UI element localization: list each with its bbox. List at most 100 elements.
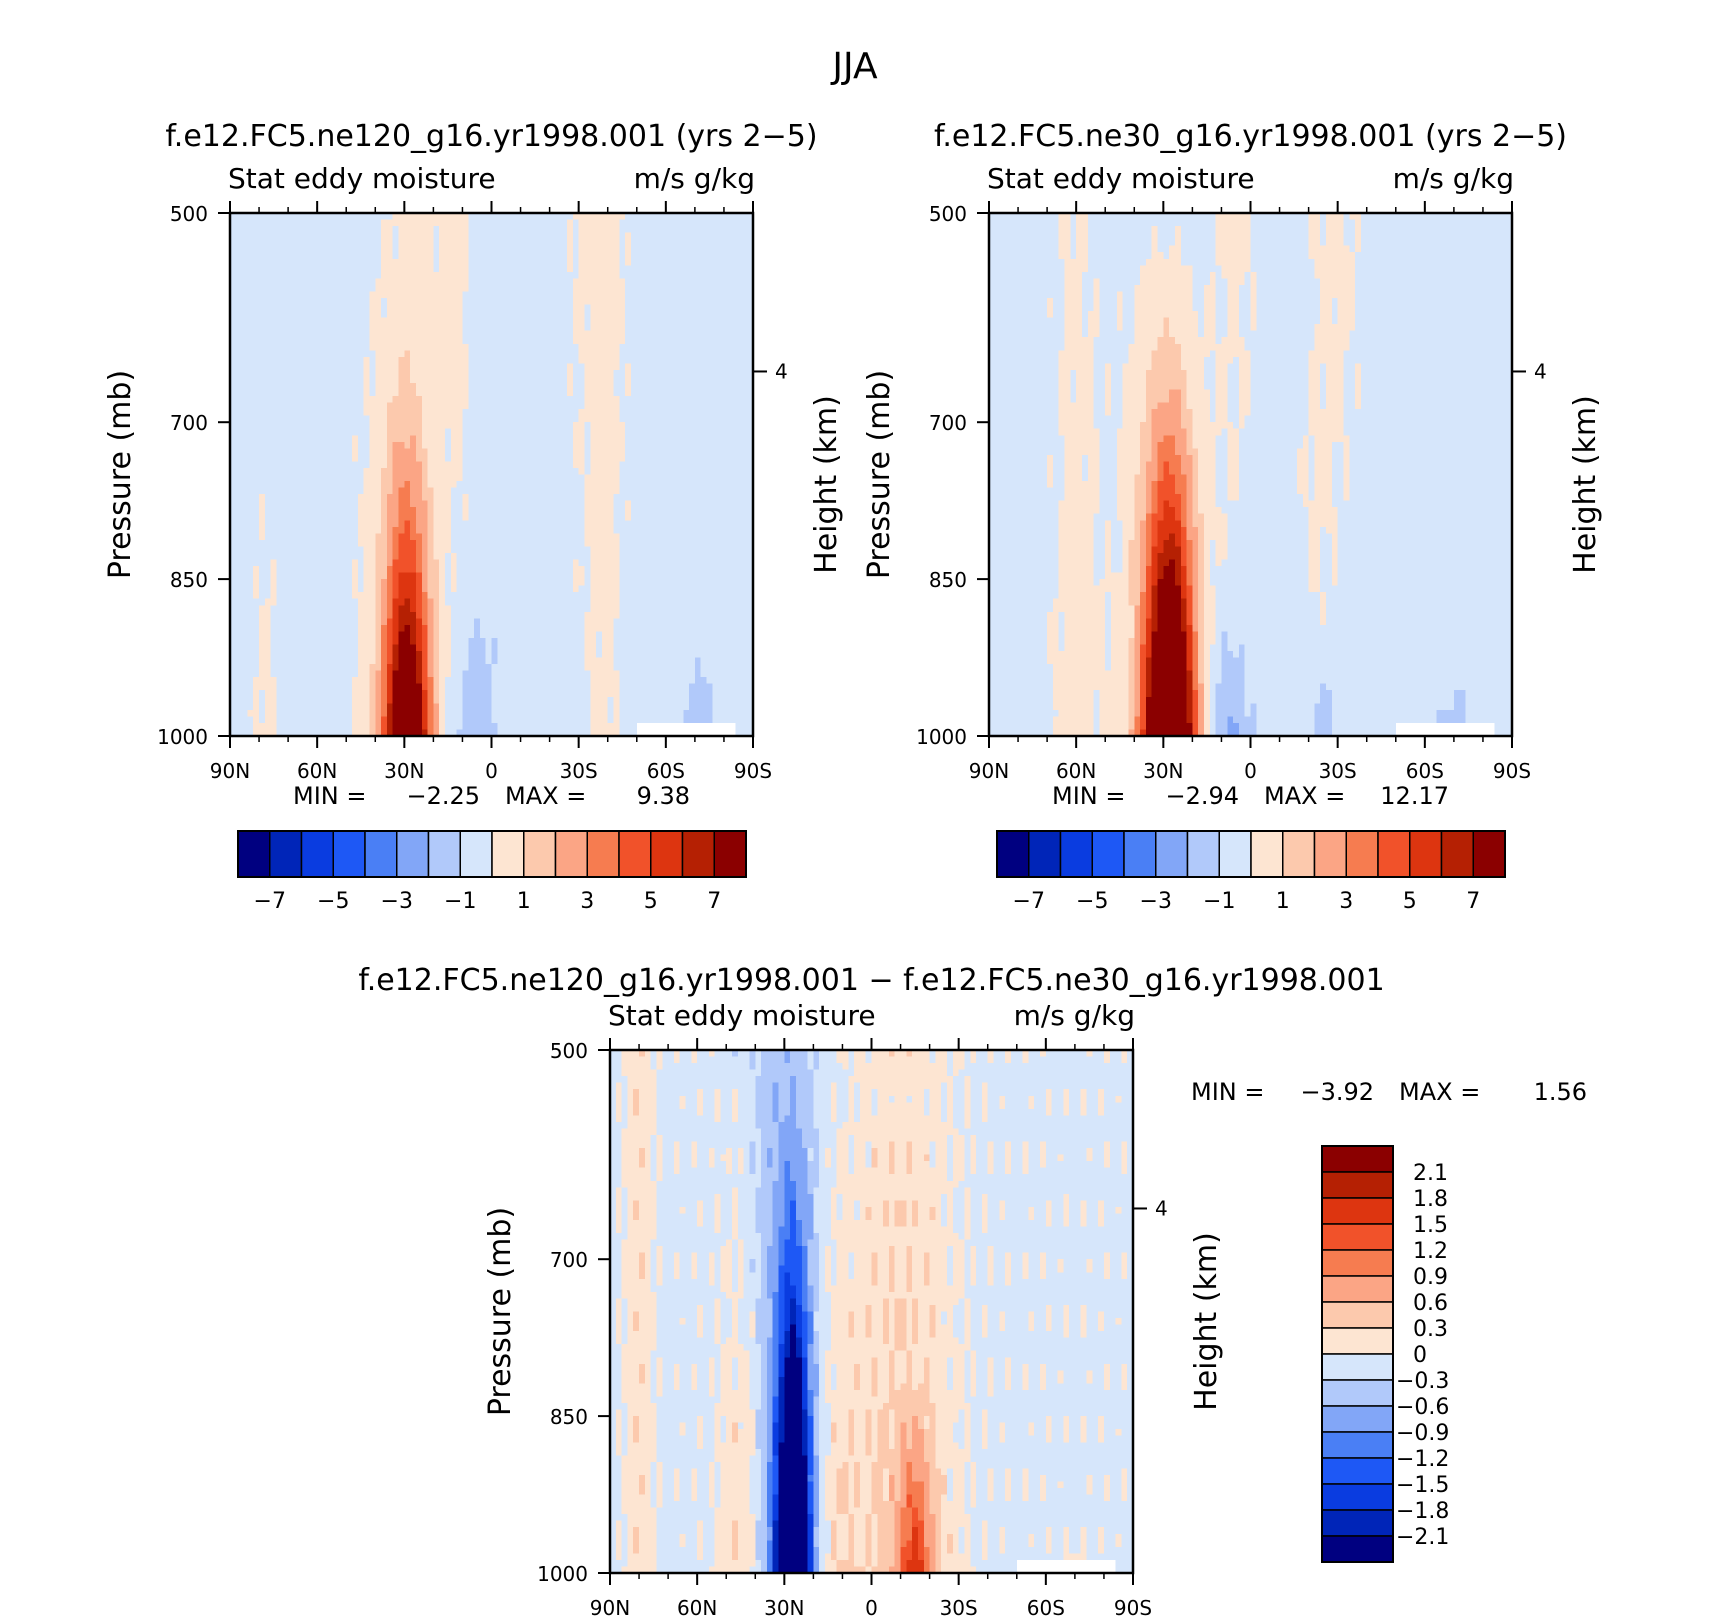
heatmap-cell bbox=[479, 520, 487, 528]
heatmap-cell bbox=[305, 258, 312, 266]
heatmap-cell bbox=[299, 500, 307, 508]
heatmap-cell bbox=[555, 481, 562, 489]
heatmap-cell bbox=[625, 546, 632, 554]
heatmap-cell bbox=[747, 552, 754, 561]
heatmap-cell bbox=[636, 356, 644, 364]
heatmap-cell bbox=[741, 213, 748, 221]
heatmap-cell bbox=[665, 219, 673, 227]
heatmap-cell bbox=[462, 422, 469, 430]
heatmap-cell bbox=[683, 311, 690, 319]
heatmap-cell bbox=[741, 474, 748, 482]
heatmap-cell bbox=[375, 396, 382, 404]
heatmap-cell bbox=[567, 526, 574, 534]
heatmap-cell bbox=[445, 284, 452, 293]
heatmap-cell bbox=[601, 317, 609, 325]
heatmap-cell bbox=[293, 441, 301, 449]
heatmap-cell bbox=[549, 291, 557, 299]
heatmap-cell bbox=[549, 428, 557, 436]
heatmap-cell bbox=[718, 271, 725, 279]
heatmap-cell bbox=[410, 572, 417, 580]
heatmap-cell bbox=[532, 526, 539, 534]
heatmap-cell bbox=[567, 363, 574, 371]
heatmap-cell bbox=[596, 441, 603, 449]
heatmap-cell bbox=[479, 481, 487, 489]
heatmap-cell bbox=[514, 297, 522, 306]
heatmap-cell bbox=[642, 500, 649, 508]
heatmap-cell bbox=[230, 494, 237, 502]
heatmap-cell bbox=[537, 415, 545, 423]
heatmap-cell bbox=[253, 304, 260, 312]
heatmap-cell bbox=[700, 350, 708, 358]
heatmap-cell bbox=[392, 507, 400, 515]
heatmap-cell bbox=[398, 566, 405, 574]
heatmap-cell bbox=[369, 487, 376, 495]
heatmap-cell bbox=[456, 369, 464, 378]
heatmap-cell bbox=[677, 533, 684, 541]
heatmap-cell bbox=[503, 284, 510, 293]
heatmap-cell bbox=[433, 572, 440, 580]
heatmap-cell bbox=[334, 252, 342, 260]
heatmap-cell bbox=[479, 369, 487, 378]
heatmap-cell bbox=[340, 311, 347, 319]
heatmap-cell bbox=[421, 474, 429, 482]
heatmap-cell bbox=[352, 539, 359, 548]
heatmap-cell bbox=[747, 304, 754, 312]
heatmap-cell bbox=[497, 494, 504, 502]
heatmap-cell bbox=[288, 552, 295, 561]
heatmap-cell bbox=[683, 402, 690, 410]
heatmap-cell bbox=[665, 343, 673, 351]
heatmap-cell bbox=[317, 232, 324, 240]
heatmap-cell bbox=[625, 265, 632, 273]
heatmap-cell bbox=[439, 467, 446, 476]
heatmap-cell bbox=[741, 343, 748, 351]
heatmap-cell bbox=[352, 494, 359, 502]
heatmap-cell bbox=[247, 376, 254, 384]
heatmap-cell bbox=[415, 284, 423, 293]
heatmap-cell bbox=[282, 265, 289, 273]
heatmap-cell bbox=[555, 448, 562, 456]
heatmap-cell bbox=[630, 337, 638, 345]
heatmap-cell bbox=[723, 533, 731, 541]
heatmap-cell bbox=[613, 415, 620, 423]
heatmap-cell bbox=[369, 467, 376, 476]
heatmap-cell bbox=[741, 402, 748, 410]
heatmap-cell bbox=[607, 213, 615, 221]
heatmap-cell bbox=[334, 467, 342, 476]
heatmap-cell bbox=[468, 494, 475, 502]
heatmap-cell bbox=[305, 520, 312, 528]
heatmap-cell bbox=[619, 324, 626, 332]
heatmap-cell bbox=[305, 461, 312, 469]
heatmap-cell bbox=[671, 533, 679, 541]
heatmap-cell bbox=[450, 278, 458, 286]
heatmap-cell bbox=[636, 422, 644, 430]
heatmap-cell bbox=[334, 324, 342, 332]
heatmap-cell bbox=[468, 474, 475, 482]
heatmap-cell bbox=[718, 232, 725, 240]
heatmap-cell bbox=[305, 324, 312, 332]
heatmap-cell bbox=[607, 311, 615, 319]
heatmap-cell bbox=[392, 382, 400, 391]
heatmap-cell bbox=[729, 461, 737, 469]
heatmap-cell bbox=[264, 356, 272, 364]
heatmap-cell bbox=[288, 356, 295, 364]
heatmap-cell bbox=[462, 539, 469, 548]
heatmap-cell bbox=[357, 337, 365, 345]
heatmap-cell bbox=[340, 552, 347, 561]
heatmap-cell bbox=[590, 396, 597, 404]
heatmap-cell bbox=[363, 481, 371, 489]
heatmap-cell bbox=[340, 559, 347, 567]
heatmap-cell bbox=[660, 448, 667, 456]
heatmap-cell bbox=[532, 467, 539, 476]
heatmap-cell bbox=[357, 566, 365, 574]
heatmap-cell bbox=[613, 409, 620, 417]
heatmap-cell bbox=[567, 239, 574, 247]
heatmap-cell bbox=[526, 382, 533, 391]
heatmap-cell bbox=[613, 441, 620, 449]
heatmap-cell bbox=[363, 304, 371, 312]
heatmap-cell bbox=[526, 422, 533, 430]
heatmap-cell bbox=[654, 213, 661, 221]
heatmap-cell bbox=[241, 467, 249, 476]
heatmap-cell bbox=[357, 376, 365, 384]
heatmap-cell bbox=[317, 369, 324, 378]
heatmap-cell bbox=[665, 213, 673, 221]
